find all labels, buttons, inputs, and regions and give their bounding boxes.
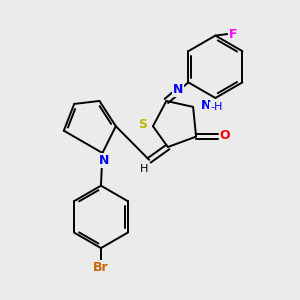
Text: N: N	[200, 99, 211, 112]
Text: -H: -H	[210, 103, 223, 112]
Text: F: F	[229, 28, 238, 40]
Text: Br: Br	[93, 261, 109, 274]
Text: S: S	[138, 118, 147, 131]
Text: N: N	[99, 154, 109, 167]
Text: H: H	[140, 164, 148, 174]
Text: O: O	[220, 129, 230, 142]
Text: N: N	[173, 83, 183, 96]
